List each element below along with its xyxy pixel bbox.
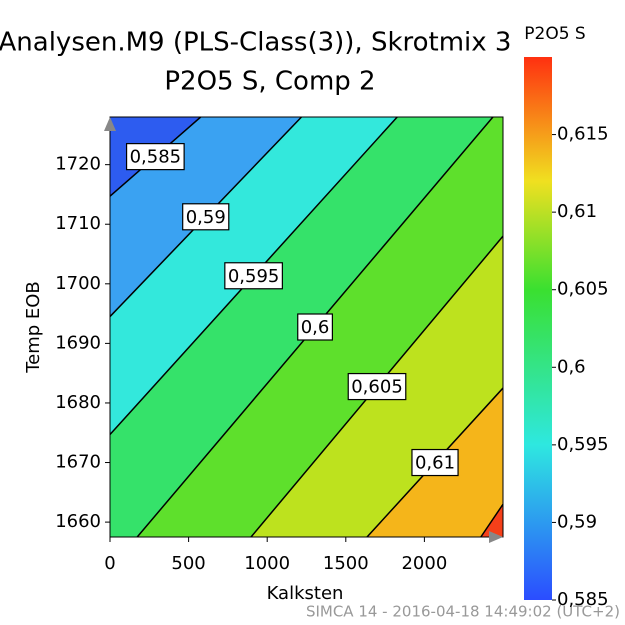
y-tick-label: 1710 — [55, 213, 101, 234]
colorbar — [524, 57, 552, 600]
colorbar-tick-label: 0,61 — [557, 201, 597, 222]
contour-label: 0,59 — [186, 207, 226, 228]
x-axis-label: Kalksten — [267, 583, 344, 604]
colorbar-tick-label: 0,615 — [557, 124, 609, 145]
footer: SIMCA 14 - 2016-04-18 14:49:02 (UTC+2) — [306, 603, 620, 621]
y-tick-label: 1670 — [55, 452, 101, 473]
x-tick-label: 0 — [104, 553, 115, 574]
contour-label: 0,605 — [351, 377, 403, 398]
y-tick-label: 1680 — [55, 392, 101, 413]
y-tick-label: 1700 — [55, 273, 101, 294]
colorbar-tick-label: 0,585 — [557, 589, 609, 610]
y-tick-label: 1690 — [55, 332, 101, 353]
contour-label: 0,585 — [130, 147, 182, 168]
colorbar-tick-label: 0,59 — [557, 511, 597, 532]
contour-label-box — [182, 203, 230, 231]
axis-arrow — [104, 117, 116, 131]
contour-label-box — [297, 313, 333, 341]
contour-label: 0,6 — [301, 317, 330, 338]
y-tick-label: 1720 — [55, 154, 101, 175]
colorbar-tick-label: 0,595 — [557, 434, 609, 455]
contour-line — [480, 503, 504, 538]
colorbar-tick-label: 0,605 — [557, 279, 609, 300]
contour-label-box — [125, 143, 185, 171]
colorbar-tick-label: 0,6 — [557, 356, 586, 377]
contour-label: 0,595 — [228, 266, 280, 287]
x-tick-label: 500 — [171, 553, 205, 574]
x-tick-label: 2000 — [401, 553, 447, 574]
contour-label-box — [347, 372, 407, 401]
axis-arrow — [489, 531, 503, 543]
contour-label-box — [411, 448, 459, 477]
contour-label: 0,61 — [415, 453, 455, 474]
chart-subtitle: P2O5 S, Comp 2 — [164, 67, 375, 97]
y-axis-label: Temp EOB — [23, 281, 44, 374]
x-tick-label: 1500 — [323, 553, 369, 574]
y-tick-label: 1660 — [55, 511, 101, 532]
chart-title: Analysen.M9 (PLS-Class(3)), Skrotmix 3 — [0, 28, 511, 58]
colorbar-title: P2O5 S — [524, 24, 585, 44]
x-tick-label: 1000 — [244, 553, 290, 574]
plot-frame — [109, 116, 504, 538]
contour-label-box — [224, 262, 283, 290]
